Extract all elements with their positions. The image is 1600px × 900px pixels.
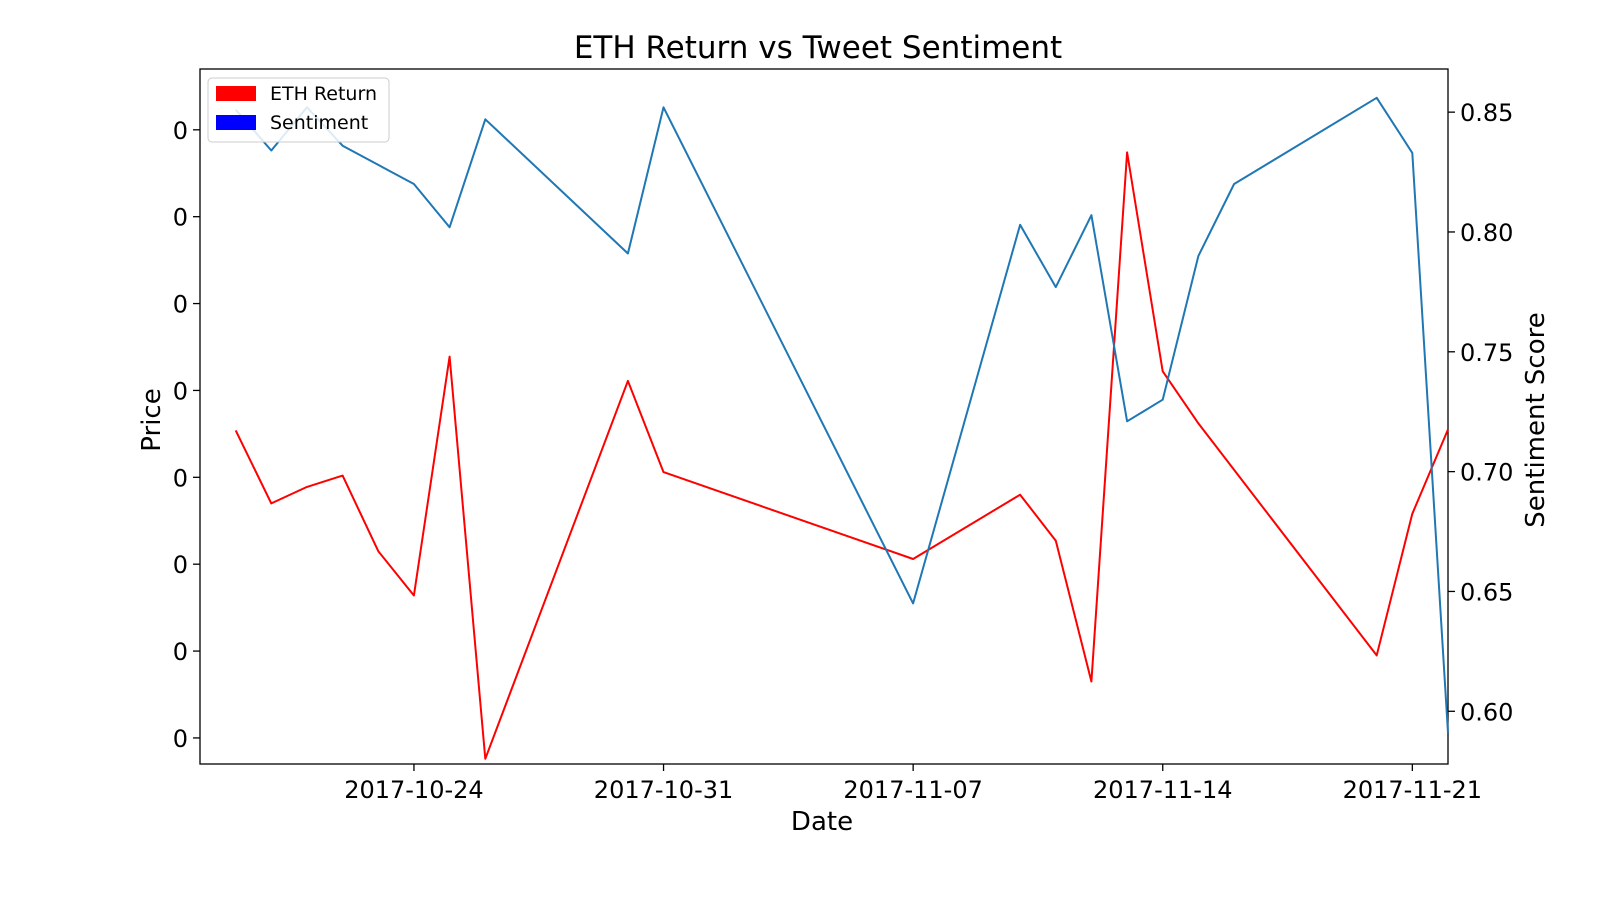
right-y-tick-label: 0.60 — [1460, 698, 1513, 726]
right-y-tick-label: 0.85 — [1460, 99, 1513, 127]
x-axis: 2017-10-24 2017-10-31 2017-11-07 2017-11-14… — [344, 764, 1482, 804]
legend-label-sentiment: Sentiment — [270, 112, 368, 134]
legend-swatch-sentiment — [216, 115, 256, 130]
series-layer — [234, 96, 1449, 760]
x-tick-label: 2017-11-14 — [1093, 776, 1232, 804]
right-y-tick-label: 0.80 — [1460, 219, 1513, 247]
left-y-tick-label: 0 — [173, 551, 188, 579]
x-axis-label: Date — [791, 807, 853, 837]
legend-label-eth-return: ETH Return — [270, 83, 377, 105]
left-y-tick-label: 0 — [173, 204, 188, 232]
plot-frame — [199, 68, 1449, 765]
x-tick-label: 2017-10-24 — [344, 776, 483, 804]
right-y-axis-label: Sentiment Score — [1521, 312, 1551, 527]
series-line-eth-return — [234, 151, 1449, 760]
right-y-tick-label: 0.70 — [1460, 459, 1513, 487]
chart-title: ETH Return vs Tweet Sentiment — [574, 30, 1062, 66]
right-y-axis: 0.60 0.65 0.70 0.75 0.80 0.85 — [1448, 99, 1513, 726]
left-y-tick-label: 0 — [173, 117, 188, 145]
left-y-tick-label: 0 — [173, 291, 188, 319]
series-line-sentiment — [234, 96, 1449, 733]
right-y-tick-label: 0.75 — [1460, 339, 1513, 367]
legend: ETH Return Sentiment — [207, 77, 390, 143]
right-y-tick-label: 0.65 — [1460, 578, 1513, 606]
left-y-tick-label: 0 — [173, 377, 188, 405]
x-tick-label: 2017-11-21 — [1343, 776, 1482, 804]
left-y-tick-label: 0 — [173, 725, 188, 753]
left-y-tick-label: 0 — [173, 638, 188, 666]
left-y-tick-label: 0 — [173, 464, 188, 492]
x-tick-label: 2017-10-31 — [594, 776, 733, 804]
left-y-axis: 0 0 0 0 0 0 0 0 — [173, 117, 200, 753]
left-y-axis-label: Price — [137, 388, 167, 451]
legend-swatch-eth-return — [216, 86, 256, 101]
x-tick-label: 2017-11-07 — [843, 776, 982, 804]
